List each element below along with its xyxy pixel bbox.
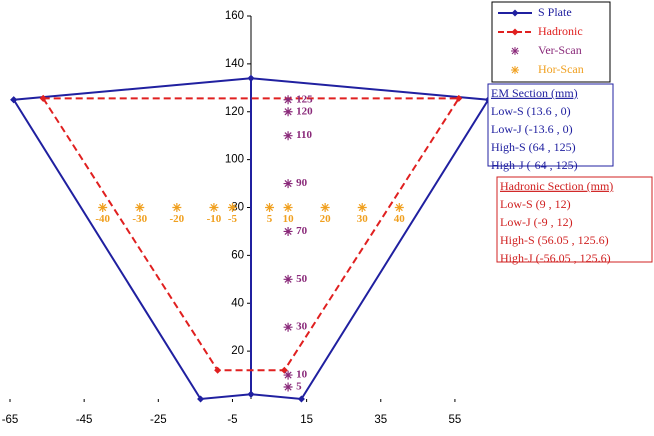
annotation-line: Low-S (13.6 , 0)	[491, 104, 571, 118]
y-tick-label: 160	[225, 10, 244, 22]
y-tick-label: 20	[231, 345, 244, 357]
data-label: 10	[283, 213, 295, 225]
data-label: 70	[296, 225, 308, 237]
data-label: 30	[296, 321, 308, 333]
point	[214, 366, 222, 374]
point	[283, 179, 293, 189]
point	[98, 203, 108, 212]
point	[357, 203, 367, 212]
legend-marker	[511, 66, 519, 74]
data-label: 120	[296, 105, 313, 117]
annotation-line: High-J (-56.05 , 125.6)	[500, 251, 611, 265]
point	[283, 322, 293, 332]
x-tick-label: 35	[374, 414, 387, 426]
point	[283, 95, 293, 105]
annotation-title: Hadronic Section (mm)	[500, 179, 613, 193]
data-label: 50	[296, 273, 308, 285]
annotation-line: Low-J (-9 , 12)	[500, 215, 573, 229]
annotation-line: High-J (-64 , 125)	[491, 158, 578, 172]
point	[283, 107, 293, 117]
data-label: -30	[132, 213, 147, 225]
legend-label: Hor-Scan	[538, 62, 584, 76]
data-label: 90	[296, 177, 308, 189]
legend-label: Hadronic	[538, 24, 583, 38]
annotation-box	[487, 83, 614, 167]
point	[283, 382, 293, 392]
point	[10, 96, 18, 104]
legend-marker	[511, 9, 519, 17]
x-tick-label: -25	[150, 414, 167, 426]
point	[209, 203, 219, 212]
data-label: -40	[95, 213, 110, 225]
data-label: 40	[394, 213, 406, 225]
annotation-line: Low-S (9 , 12)	[500, 197, 571, 211]
data-label: 5	[267, 213, 273, 225]
point	[283, 226, 293, 236]
point	[265, 203, 275, 212]
point	[283, 131, 293, 141]
x-tick-label: -5	[227, 414, 237, 426]
annotation-box	[496, 176, 653, 263]
point	[283, 370, 293, 380]
point	[280, 366, 288, 374]
point	[297, 395, 305, 403]
legend-marker	[511, 47, 519, 55]
data-label: 30	[357, 213, 369, 225]
point	[283, 203, 293, 212]
point	[135, 203, 145, 212]
data-label: -10	[207, 213, 222, 225]
y-tick-label: 120	[225, 106, 244, 118]
data-label: 125	[296, 93, 313, 105]
legend-label: Ver-Scan	[538, 43, 582, 57]
legend-label: S Plate	[538, 5, 572, 19]
point	[247, 74, 255, 82]
point	[394, 203, 404, 212]
point	[227, 203, 237, 212]
point	[455, 94, 463, 102]
annotation-line: Low-J (-13.6 , 0)	[491, 122, 573, 136]
point	[320, 203, 330, 212]
y-tick-label: 140	[225, 58, 244, 70]
y-tick-label: 100	[225, 154, 244, 166]
y-tick-label: 80	[231, 202, 244, 214]
x-tick-label: -45	[76, 414, 93, 426]
point	[197, 395, 205, 403]
x-tick-label: 15	[300, 414, 313, 426]
x-tick-label: -65	[2, 414, 19, 426]
data-label: 5	[296, 381, 302, 393]
point	[39, 94, 47, 102]
point	[172, 203, 182, 212]
annotation-line: High-S (56.05 , 125.6)	[500, 233, 609, 247]
point	[247, 390, 255, 398]
point	[283, 274, 293, 284]
legend-marker	[511, 28, 519, 36]
data-label: 10	[296, 369, 308, 381]
data-label: 110	[296, 129, 312, 141]
series-line	[12, 77, 491, 401]
y-tick-label: 40	[231, 297, 244, 309]
data-label: 20	[320, 213, 332, 225]
annotation-title: EM Section (mm)	[491, 86, 578, 100]
legend-box	[491, 1, 611, 83]
y-tick-label: 60	[231, 249, 244, 261]
x-tick-label: 55	[449, 414, 462, 426]
data-label: -20	[170, 213, 185, 225]
annotation-line: High-S (64 , 125)	[491, 140, 576, 154]
data-label: -5	[228, 213, 238, 225]
